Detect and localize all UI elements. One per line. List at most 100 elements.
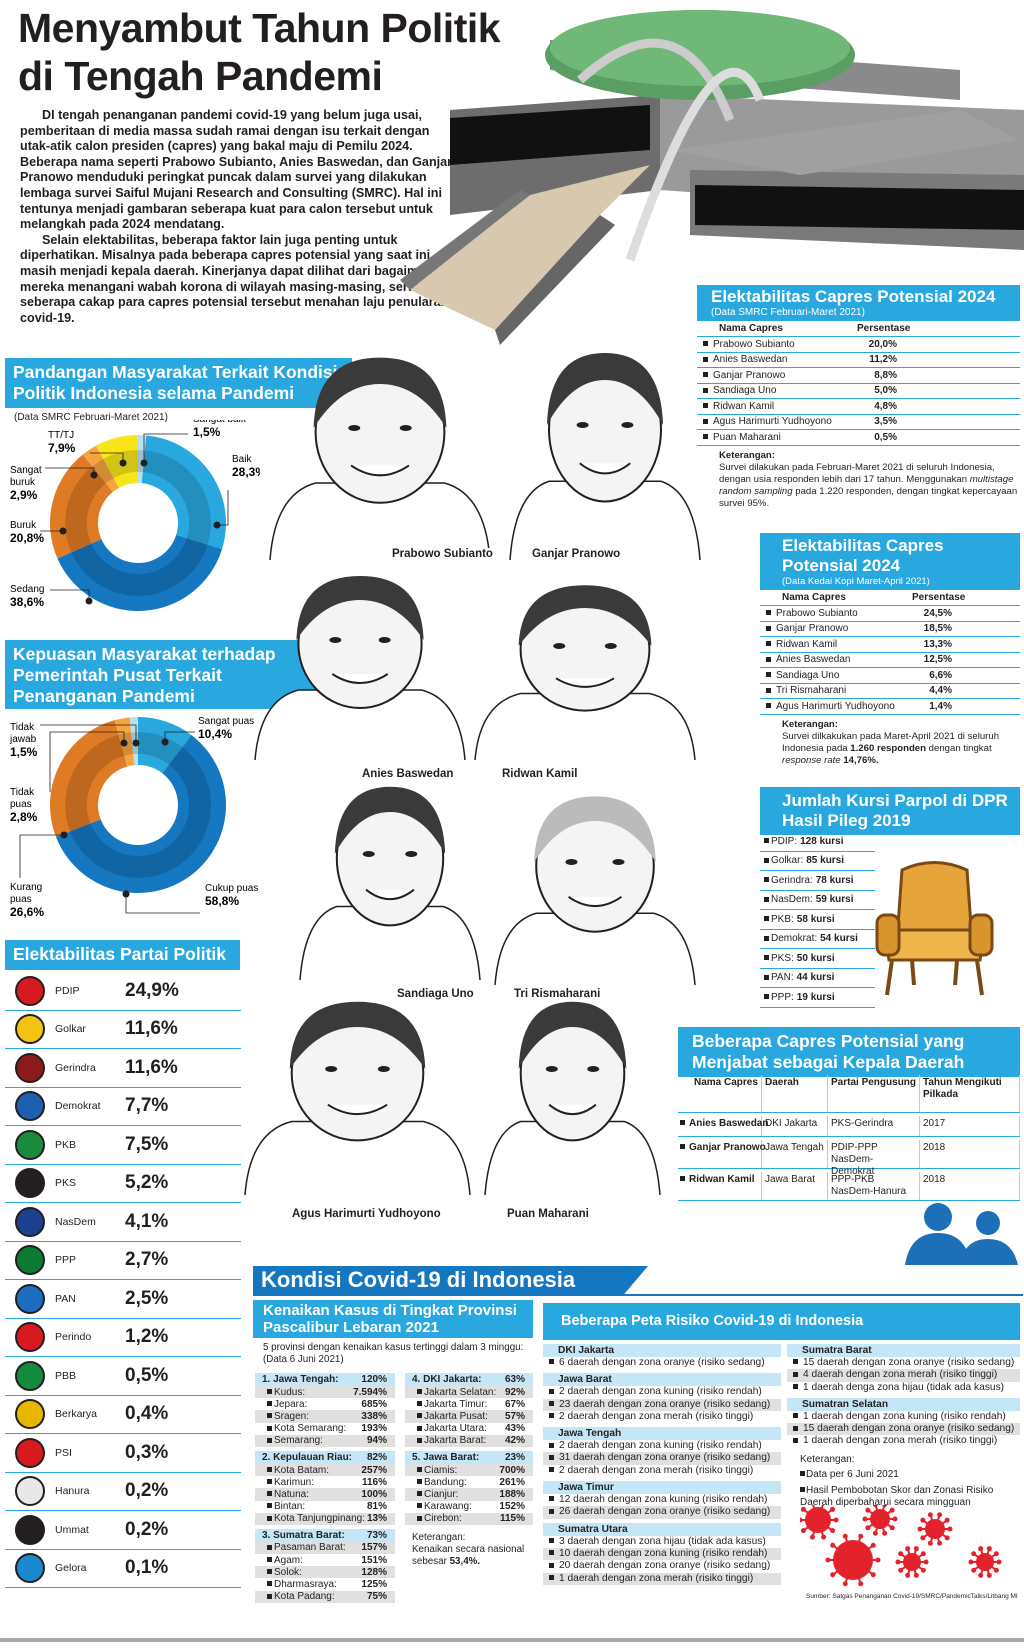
slice-category: Sangat bbox=[10, 465, 42, 476]
party-logo-icon bbox=[15, 1014, 45, 1045]
label-leader bbox=[217, 490, 229, 526]
bullet-icon bbox=[267, 1401, 272, 1407]
portrait-sketch bbox=[484, 1001, 661, 1195]
slice-category: Buruk bbox=[10, 520, 37, 531]
smrc-subtitle: (Data SMRC Februari-Maret 2021) bbox=[711, 307, 865, 318]
partai-cell: PDIP-PPP NasDem-Demokrat bbox=[828, 1140, 920, 1177]
party-name: Ummat bbox=[55, 1523, 89, 1536]
note-label: Keterangan: bbox=[412, 1532, 466, 1543]
note-label: Keterangan: bbox=[719, 449, 775, 461]
risk-text: 1 daerah dengan zona merah (risiko tingg… bbox=[803, 1435, 998, 1447]
district-value: 81% bbox=[366, 1501, 387, 1513]
risk-item: 31 daerah dengan zona oranye (risiko sed… bbox=[543, 1452, 781, 1465]
province-header: 2. Kepulauan Riau: 82% bbox=[255, 1450, 395, 1464]
tahun-cell: 2018 bbox=[920, 1140, 1020, 1168]
smrc-title: Elektabilitas Capres Potensial 2024 bbox=[711, 287, 996, 306]
party-value: 7,5% bbox=[125, 1133, 169, 1155]
partai-row: Perindo 1,2% bbox=[5, 1319, 241, 1357]
table-row: Anies Baswedan 12,5% bbox=[760, 653, 1020, 668]
party-name: Perindo bbox=[55, 1331, 92, 1344]
bullet-icon bbox=[680, 1144, 685, 1150]
partai-row: PDIP 24,9% bbox=[5, 972, 241, 1011]
district-cell: Cirebon: bbox=[417, 1513, 462, 1524]
bullet-icon bbox=[549, 1400, 554, 1406]
party-name: PDIP bbox=[55, 984, 80, 997]
capres-value: 3,5% bbox=[874, 416, 897, 428]
kursi-row: PPP: 19 kursi bbox=[760, 988, 875, 1008]
kursi-row: PAN: 44 kursi bbox=[760, 969, 875, 988]
portrait-name: Agus Harimurti Yudhoyono bbox=[290, 1208, 443, 1220]
bullet-icon bbox=[549, 1359, 554, 1365]
kursi-party: Gerindra: bbox=[771, 874, 813, 886]
intro-paragraph: Selain elektabilitas, beberapa faktor la… bbox=[20, 232, 449, 325]
virus-icon bbox=[917, 1512, 953, 1546]
kursi-row: PKS: 50 kursi bbox=[760, 949, 875, 969]
district-name: Sragen: bbox=[274, 1410, 310, 1422]
kedai-header: Elektabilitas Capres Potensial 2024 (Dat… bbox=[760, 533, 1020, 590]
smrc-header: Elektabilitas Capres Potensial 2024 (Dat… bbox=[697, 285, 1020, 321]
district-row: Ciamis: 700% bbox=[405, 1463, 533, 1477]
virus-icon bbox=[862, 1505, 898, 1536]
risk-item: 2 daerah dengan zona kuning (risiko rend… bbox=[543, 1440, 781, 1452]
district-name: Ciamis: bbox=[424, 1464, 458, 1476]
bullet-icon bbox=[417, 1413, 422, 1419]
capres-value: 4,4% bbox=[929, 685, 952, 697]
bullet-icon bbox=[680, 1120, 685, 1126]
capres-name: Prabowo Subianto bbox=[776, 607, 858, 619]
slice-label: Sangat puas 10,4% bbox=[198, 716, 254, 741]
kepala-table: Nama Capres Daerah Partai Pengusung Tahun M… bbox=[678, 1075, 1020, 1201]
table-row: Ganjar Pranowo Jawa Tengah PDIP-PPP NasDem… bbox=[678, 1137, 1020, 1177]
donut-slice bbox=[57, 534, 223, 611]
tahun-cell: 2018 bbox=[920, 1172, 1020, 1200]
district-cell: Semarang: bbox=[267, 1435, 323, 1446]
party-name: NasDem bbox=[55, 1215, 96, 1228]
kepuasan-donut: Sangat puas 10,4%Cukup puas 58,8%Kurang pua… bbox=[9, 716, 258, 919]
slice-value: 20,8% bbox=[10, 531, 44, 545]
capres-cell: Agus Harimurti Yudhoyono bbox=[760, 701, 912, 712]
bullet-icon bbox=[793, 1359, 798, 1365]
capres-name: Ganjar Pranowo bbox=[713, 369, 786, 381]
note-text: pada 1.220 responden, dengan tingkat kep… bbox=[719, 485, 1018, 509]
district-cell: Pasaman Barat: bbox=[267, 1542, 346, 1553]
district-list: Ciamis: 700% Bandung: 261% Cianjur: 188% Karaw… bbox=[405, 1463, 533, 1525]
bullet-icon bbox=[267, 1581, 272, 1587]
note-text: dengan tingkat bbox=[926, 742, 992, 754]
column-header: Nama Capres bbox=[782, 592, 846, 603]
partai-header: Elektabilitas Partai Politik bbox=[5, 940, 240, 970]
district-cell: Jakarta Pusat: bbox=[417, 1411, 488, 1422]
risk-item: 12 daerah dengan zona kuning (risiko ren… bbox=[543, 1494, 781, 1506]
bullet-icon bbox=[267, 1557, 272, 1563]
bullet-icon bbox=[549, 1442, 554, 1448]
province-group: 1. Jawa Tengah: 120% Kudus: 7.594% Jepara: 68… bbox=[255, 1373, 395, 1447]
bullet-icon bbox=[417, 1491, 422, 1497]
bullet-icon bbox=[417, 1479, 422, 1485]
label-leader bbox=[90, 452, 124, 463]
district-name: Pasaman Barat: bbox=[274, 1542, 346, 1554]
district-name: Kota Batam: bbox=[274, 1464, 330, 1476]
bullet-icon bbox=[793, 1413, 798, 1419]
risk-item: 15 daerah dengan zona oranye (risiko sed… bbox=[787, 1423, 1020, 1436]
bullet-icon bbox=[764, 857, 769, 863]
bullet-icon bbox=[764, 916, 769, 922]
capres-name: Puan Maharani bbox=[713, 431, 781, 443]
province-value: 120% bbox=[361, 1374, 387, 1385]
donut-slice bbox=[50, 720, 128, 837]
bullet-icon bbox=[703, 434, 708, 440]
risk-item: 2 daerah dengan zona merah (risiko tingg… bbox=[543, 1411, 781, 1423]
bullet-icon bbox=[766, 610, 771, 616]
table-row: Agus Harimurti Yudhoyono 1,4% bbox=[760, 699, 1020, 715]
capres-name: Tri Rismaharani bbox=[776, 685, 847, 697]
slice-category: Kurang bbox=[10, 882, 42, 893]
district-row: Kota Padang: 75% bbox=[255, 1590, 395, 1603]
portrait-name: Ganjar Pranowo bbox=[530, 548, 623, 560]
column-header: Partai Pengusung bbox=[828, 1075, 920, 1112]
slice-category: Sangat baik bbox=[193, 420, 247, 425]
capres-name: Ganjar Pranowo bbox=[689, 1142, 766, 1153]
virus-illustrations bbox=[800, 1505, 1002, 1587]
partai-row: Hanura 0,2% bbox=[5, 1473, 241, 1511]
column-header: Tahun Mengikuti Pilkada bbox=[920, 1075, 1020, 1112]
column-header: Persentase bbox=[857, 323, 911, 334]
party-value: 0,2% bbox=[125, 1480, 169, 1502]
partai-row: Demokrat 7,7% bbox=[5, 1088, 241, 1126]
district-cell: Kota Tanjungpinang: bbox=[267, 1513, 365, 1524]
